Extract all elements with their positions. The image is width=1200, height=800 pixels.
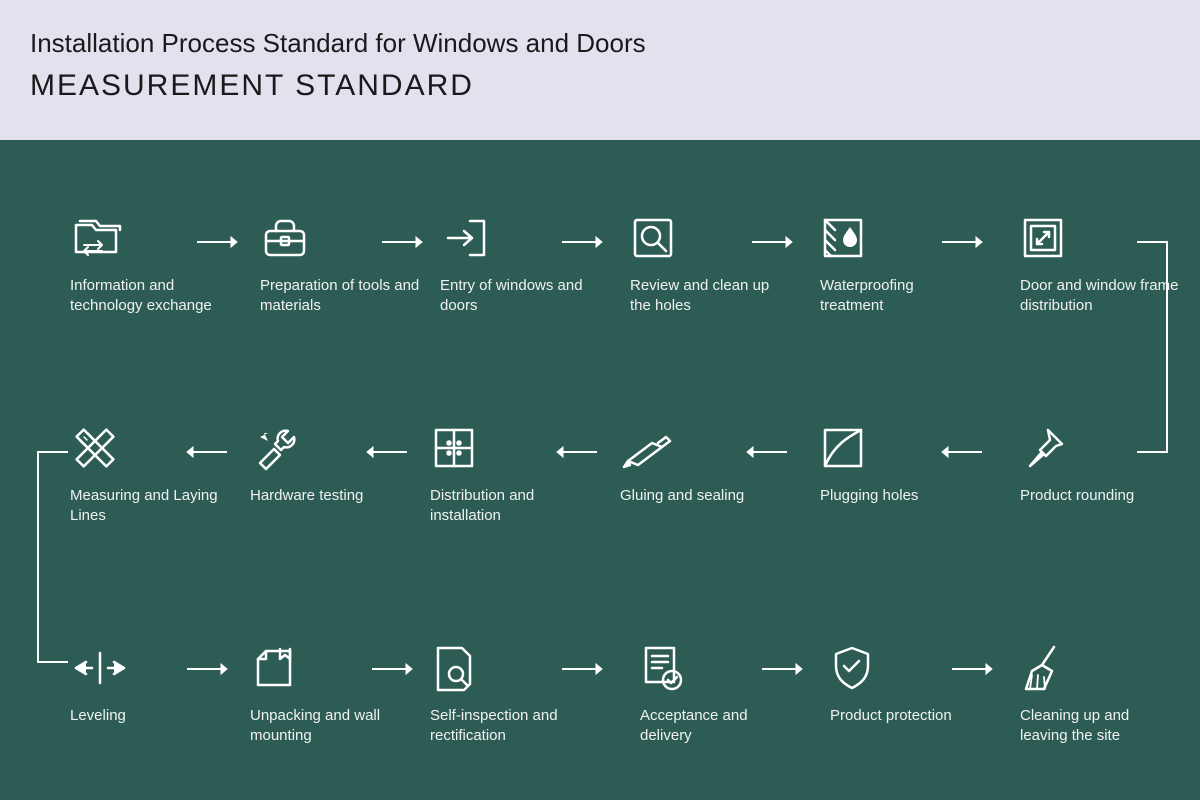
arrow-right-icon (195, 235, 239, 249)
step-unpack-mount: Unpacking and wall mounting (250, 640, 410, 747)
step-label: Unpacking and wall mounting (250, 706, 410, 747)
step-prep-tools: Preparation of tools and materials (260, 210, 420, 317)
arrow-right-icon (950, 662, 994, 676)
step-measuring: Measuring and Laying Lines (70, 420, 230, 527)
step-entry: Entry of windows and doors (440, 210, 600, 317)
step-label: Distribution and installation (430, 486, 590, 527)
page-title: Installation Process Standard for Window… (30, 28, 1170, 59)
step-label: Acceptance and delivery (640, 706, 800, 747)
step-label: Measuring and Laying Lines (70, 486, 230, 527)
step-glue-seal: Gluing and sealing (620, 420, 780, 506)
step-label: Leveling (70, 706, 230, 726)
step-label: Gluing and sealing (620, 486, 780, 506)
arrow-right-icon (560, 662, 604, 676)
flowchart-board: Information and technology exchange Prep… (0, 140, 1200, 800)
arrow-right-icon (560, 235, 604, 249)
step-review-clean: Review and clean up the holes (630, 210, 790, 317)
step-info-exchange: Information and technology exchange (70, 210, 230, 317)
step-protection: Product protection (830, 640, 990, 726)
arrow-right-icon (370, 662, 414, 676)
step-label: Information and technology exchange (70, 276, 230, 317)
arrow-right-icon (760, 662, 804, 676)
connector-down-left (30, 445, 70, 670)
connector-down-right (1135, 235, 1175, 460)
arrow-left-icon (745, 445, 789, 459)
step-label: Product rounding (1020, 486, 1180, 506)
step-label: Plugging holes (820, 486, 980, 506)
step-self-inspect: Self-inspection and rectification (430, 640, 590, 747)
arrow-left-icon (185, 445, 229, 459)
step-label: Entry of windows and doors (440, 276, 600, 317)
page-subtitle: MEASUREMENT STANDARD (30, 69, 1170, 103)
step-label: Preparation of tools and materials (260, 276, 420, 317)
step-waterproof: Waterproofing treatment (820, 210, 980, 317)
arrow-left-icon (940, 445, 984, 459)
step-label: Cleaning up and leaving the site (1020, 706, 1180, 747)
arrow-right-icon (940, 235, 984, 249)
step-hardware-test: Hardware testing (250, 420, 410, 506)
broom-clean-icon (1020, 640, 1180, 696)
step-accept-delivery: Acceptance and delivery (640, 640, 800, 747)
step-label: Waterproofing treatment (820, 276, 980, 317)
step-label: Self-inspection and rectification (430, 706, 590, 747)
step-leveling: Leveling (70, 640, 230, 726)
arrow-left-icon (555, 445, 599, 459)
step-label: Product protection (830, 706, 990, 726)
step-label: Hardware testing (250, 486, 410, 506)
arrow-right-icon (185, 662, 229, 676)
step-cleanup: Cleaning up and leaving the site (1020, 640, 1180, 747)
step-dist-install: Distribution and installation (430, 420, 590, 527)
arrow-right-icon (380, 235, 424, 249)
step-plug-holes: Plugging holes (820, 420, 980, 506)
arrow-left-icon (365, 445, 409, 459)
arrow-right-icon (750, 235, 794, 249)
step-label: Review and clean up the holes (630, 276, 790, 317)
header: Installation Process Standard for Window… (0, 0, 1200, 140)
